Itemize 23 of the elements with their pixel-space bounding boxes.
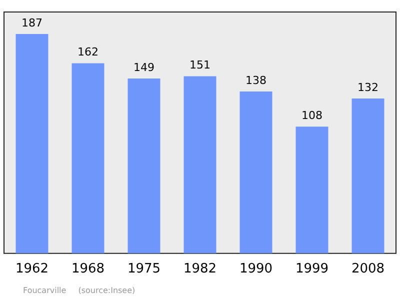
x-tick-label: 1999 [295,262,329,277]
data-label: 108 [302,109,322,122]
data-label: 132 [358,80,378,94]
bar [352,98,384,254]
text: (source:Insee) [78,285,136,297]
bar [16,34,48,254]
text: Foucarville [23,285,66,297]
x-tick-label: 1990 [239,262,273,277]
data-label: 151 [190,58,210,72]
bar [72,63,104,254]
x-tick-label: 1962 [15,262,49,277]
x-tick-label: 1975 [127,262,161,277]
data-label: 138 [246,74,266,87]
bar [128,78,160,254]
bar [296,126,328,254]
bar [184,76,216,254]
data-label: 149 [134,60,154,74]
bar [240,91,272,254]
x-tick-label: 2008 [351,262,385,277]
data-label: 187 [22,16,42,30]
x-tick-label: 1968 [71,262,105,277]
data-label: 162 [78,46,98,59]
x-tick-label: 1982 [183,262,217,277]
